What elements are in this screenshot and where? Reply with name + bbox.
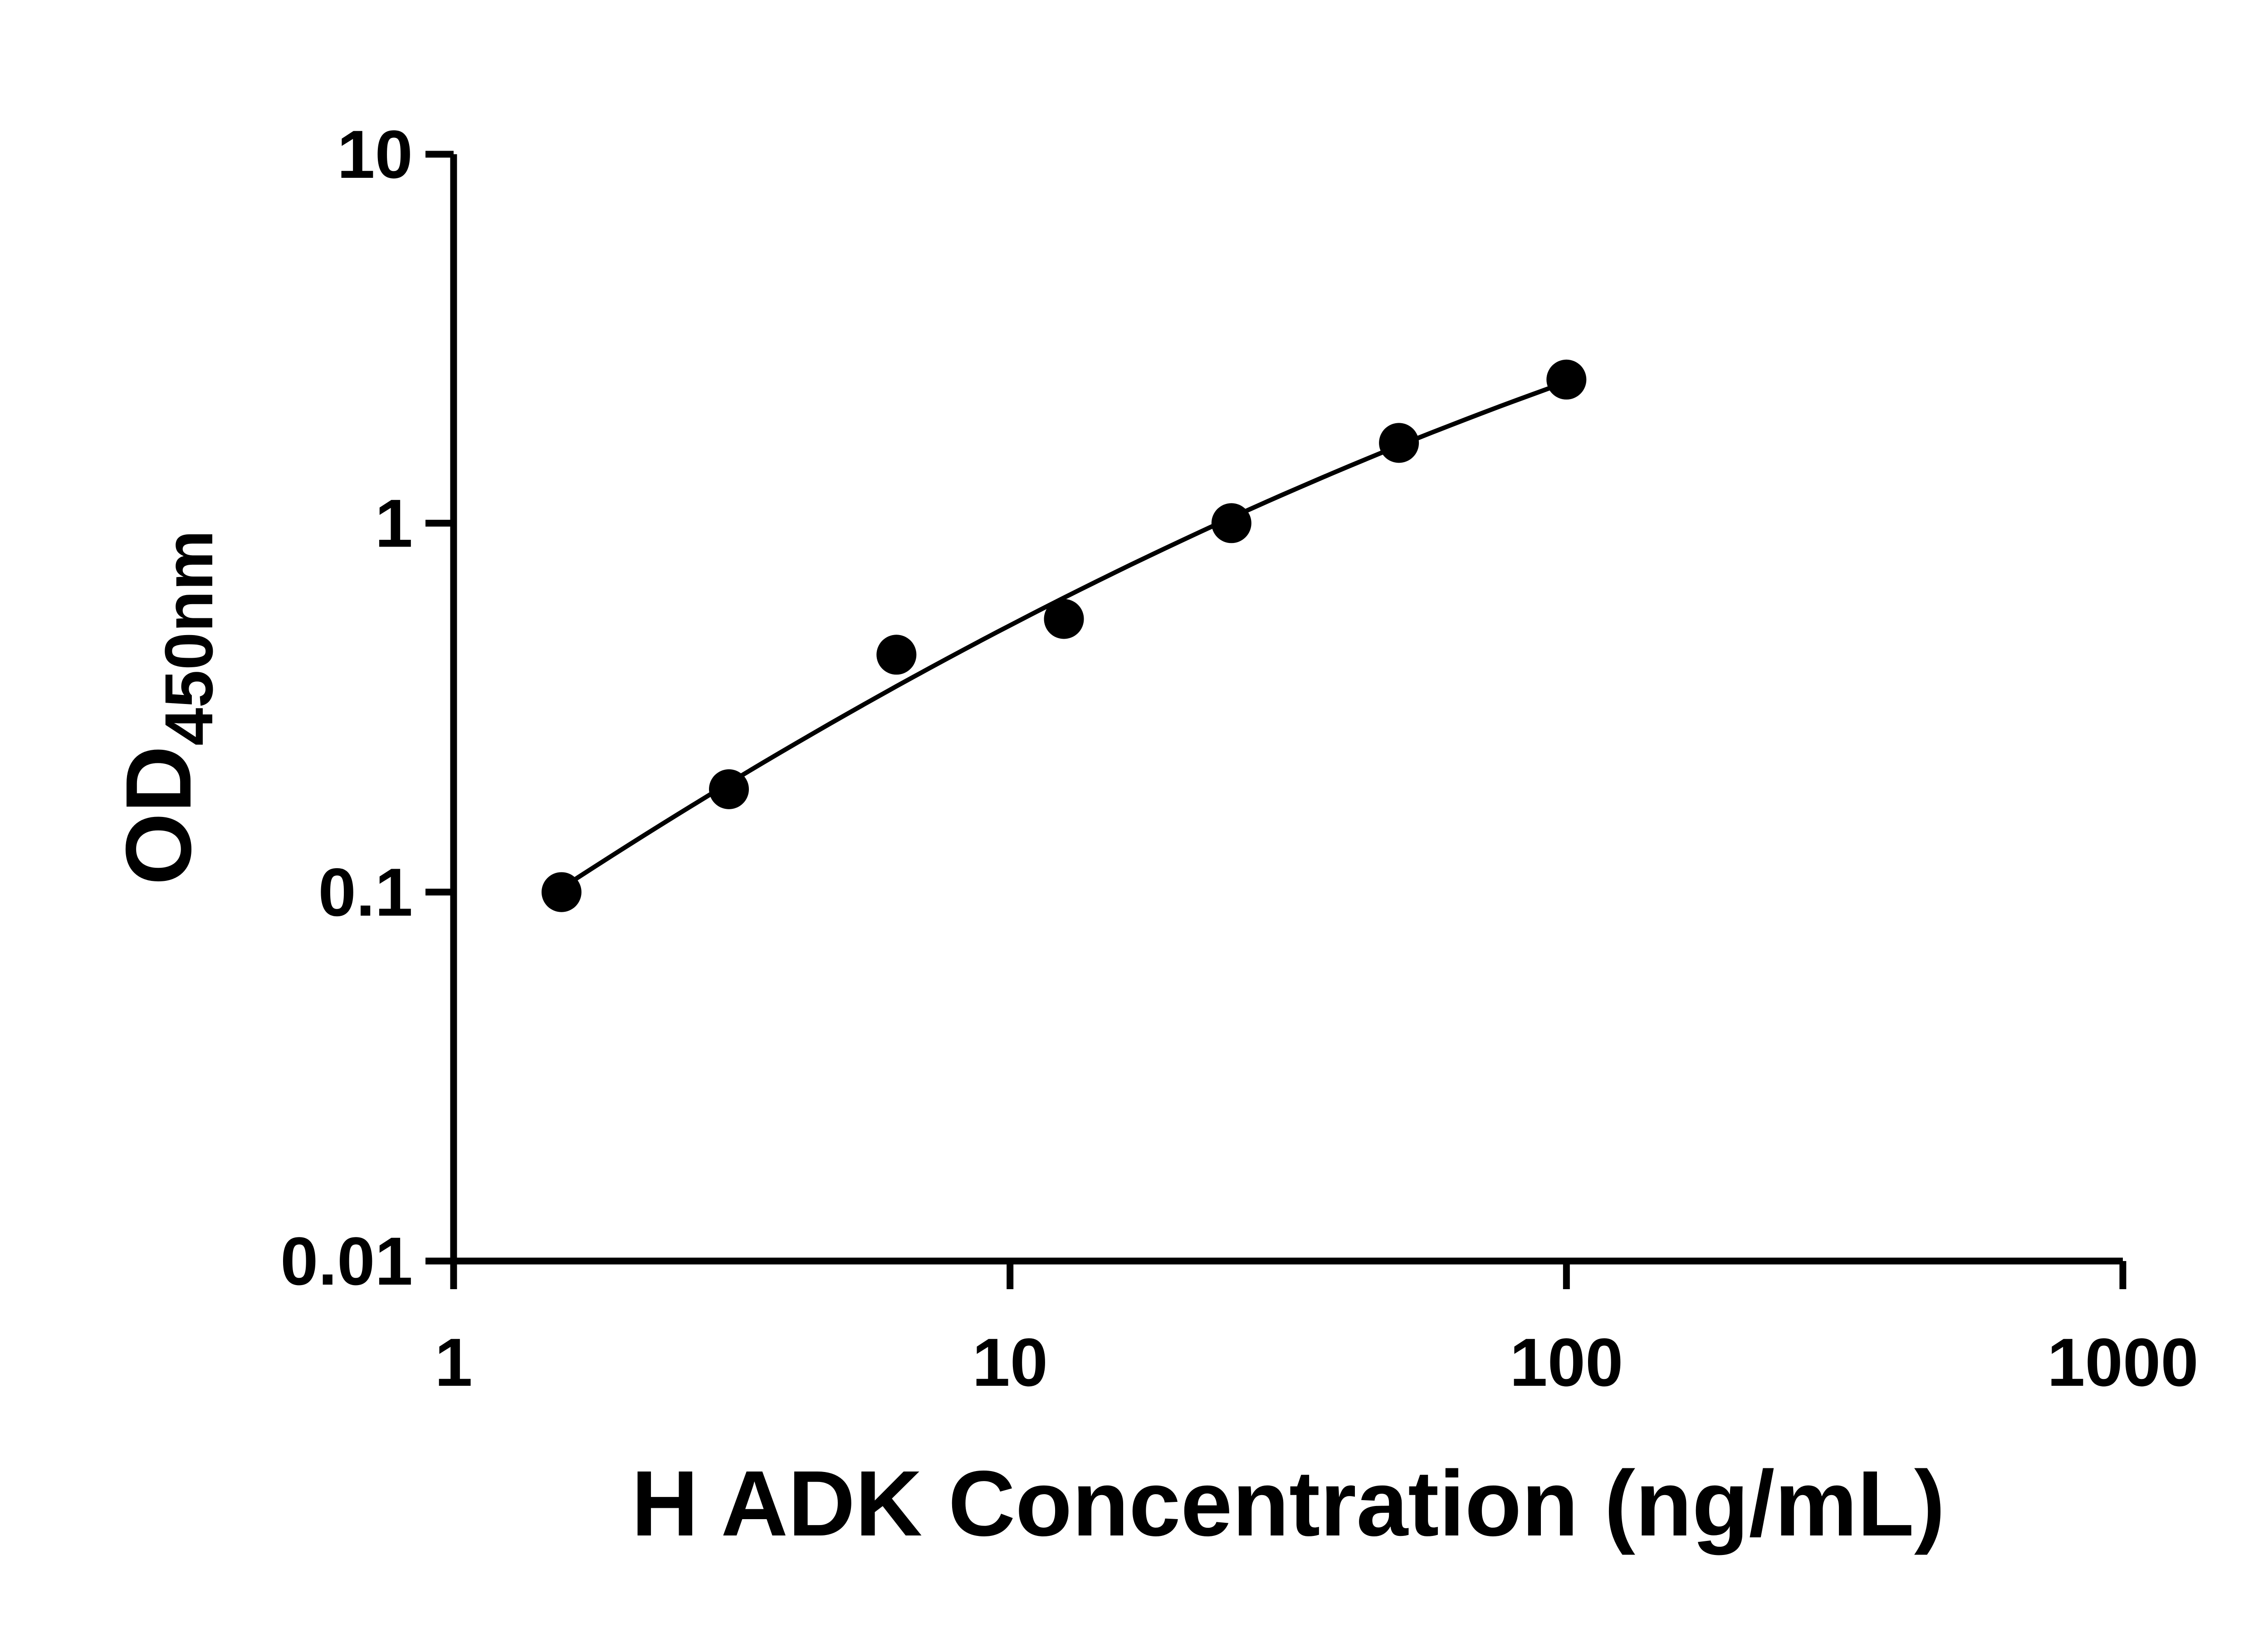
y-tick-label: 1	[375, 485, 413, 561]
x-tick-label: 100	[1510, 1324, 1623, 1400]
y-tick-label: 0.1	[318, 854, 413, 930]
x-tick-label: 1000	[2047, 1324, 2199, 1400]
x-tick-label: 1	[435, 1324, 472, 1400]
y-axis-title-main: OD	[107, 746, 210, 885]
axis-line	[450, 154, 2123, 1265]
data-point	[541, 872, 582, 912]
data-point	[876, 635, 917, 675]
y-axis-title: OD450nm	[107, 530, 227, 885]
y-tick-label: 10	[337, 116, 413, 192]
data-point	[1379, 423, 1419, 463]
x-tick-label: 10	[972, 1324, 1048, 1400]
y-axis-title-subscript: 450nm	[151, 530, 227, 746]
plot-area: 1 10 100 1000 10 1 0.1 0.01	[280, 116, 2199, 1400]
data-point	[709, 769, 749, 809]
data-point	[1546, 359, 1587, 400]
data-point	[1044, 599, 1084, 639]
x-axis-title: H ADK Concentration (ng/mL)	[631, 1452, 1945, 1555]
y-tick-label: 0.01	[280, 1223, 413, 1299]
data-point	[1211, 503, 1251, 543]
